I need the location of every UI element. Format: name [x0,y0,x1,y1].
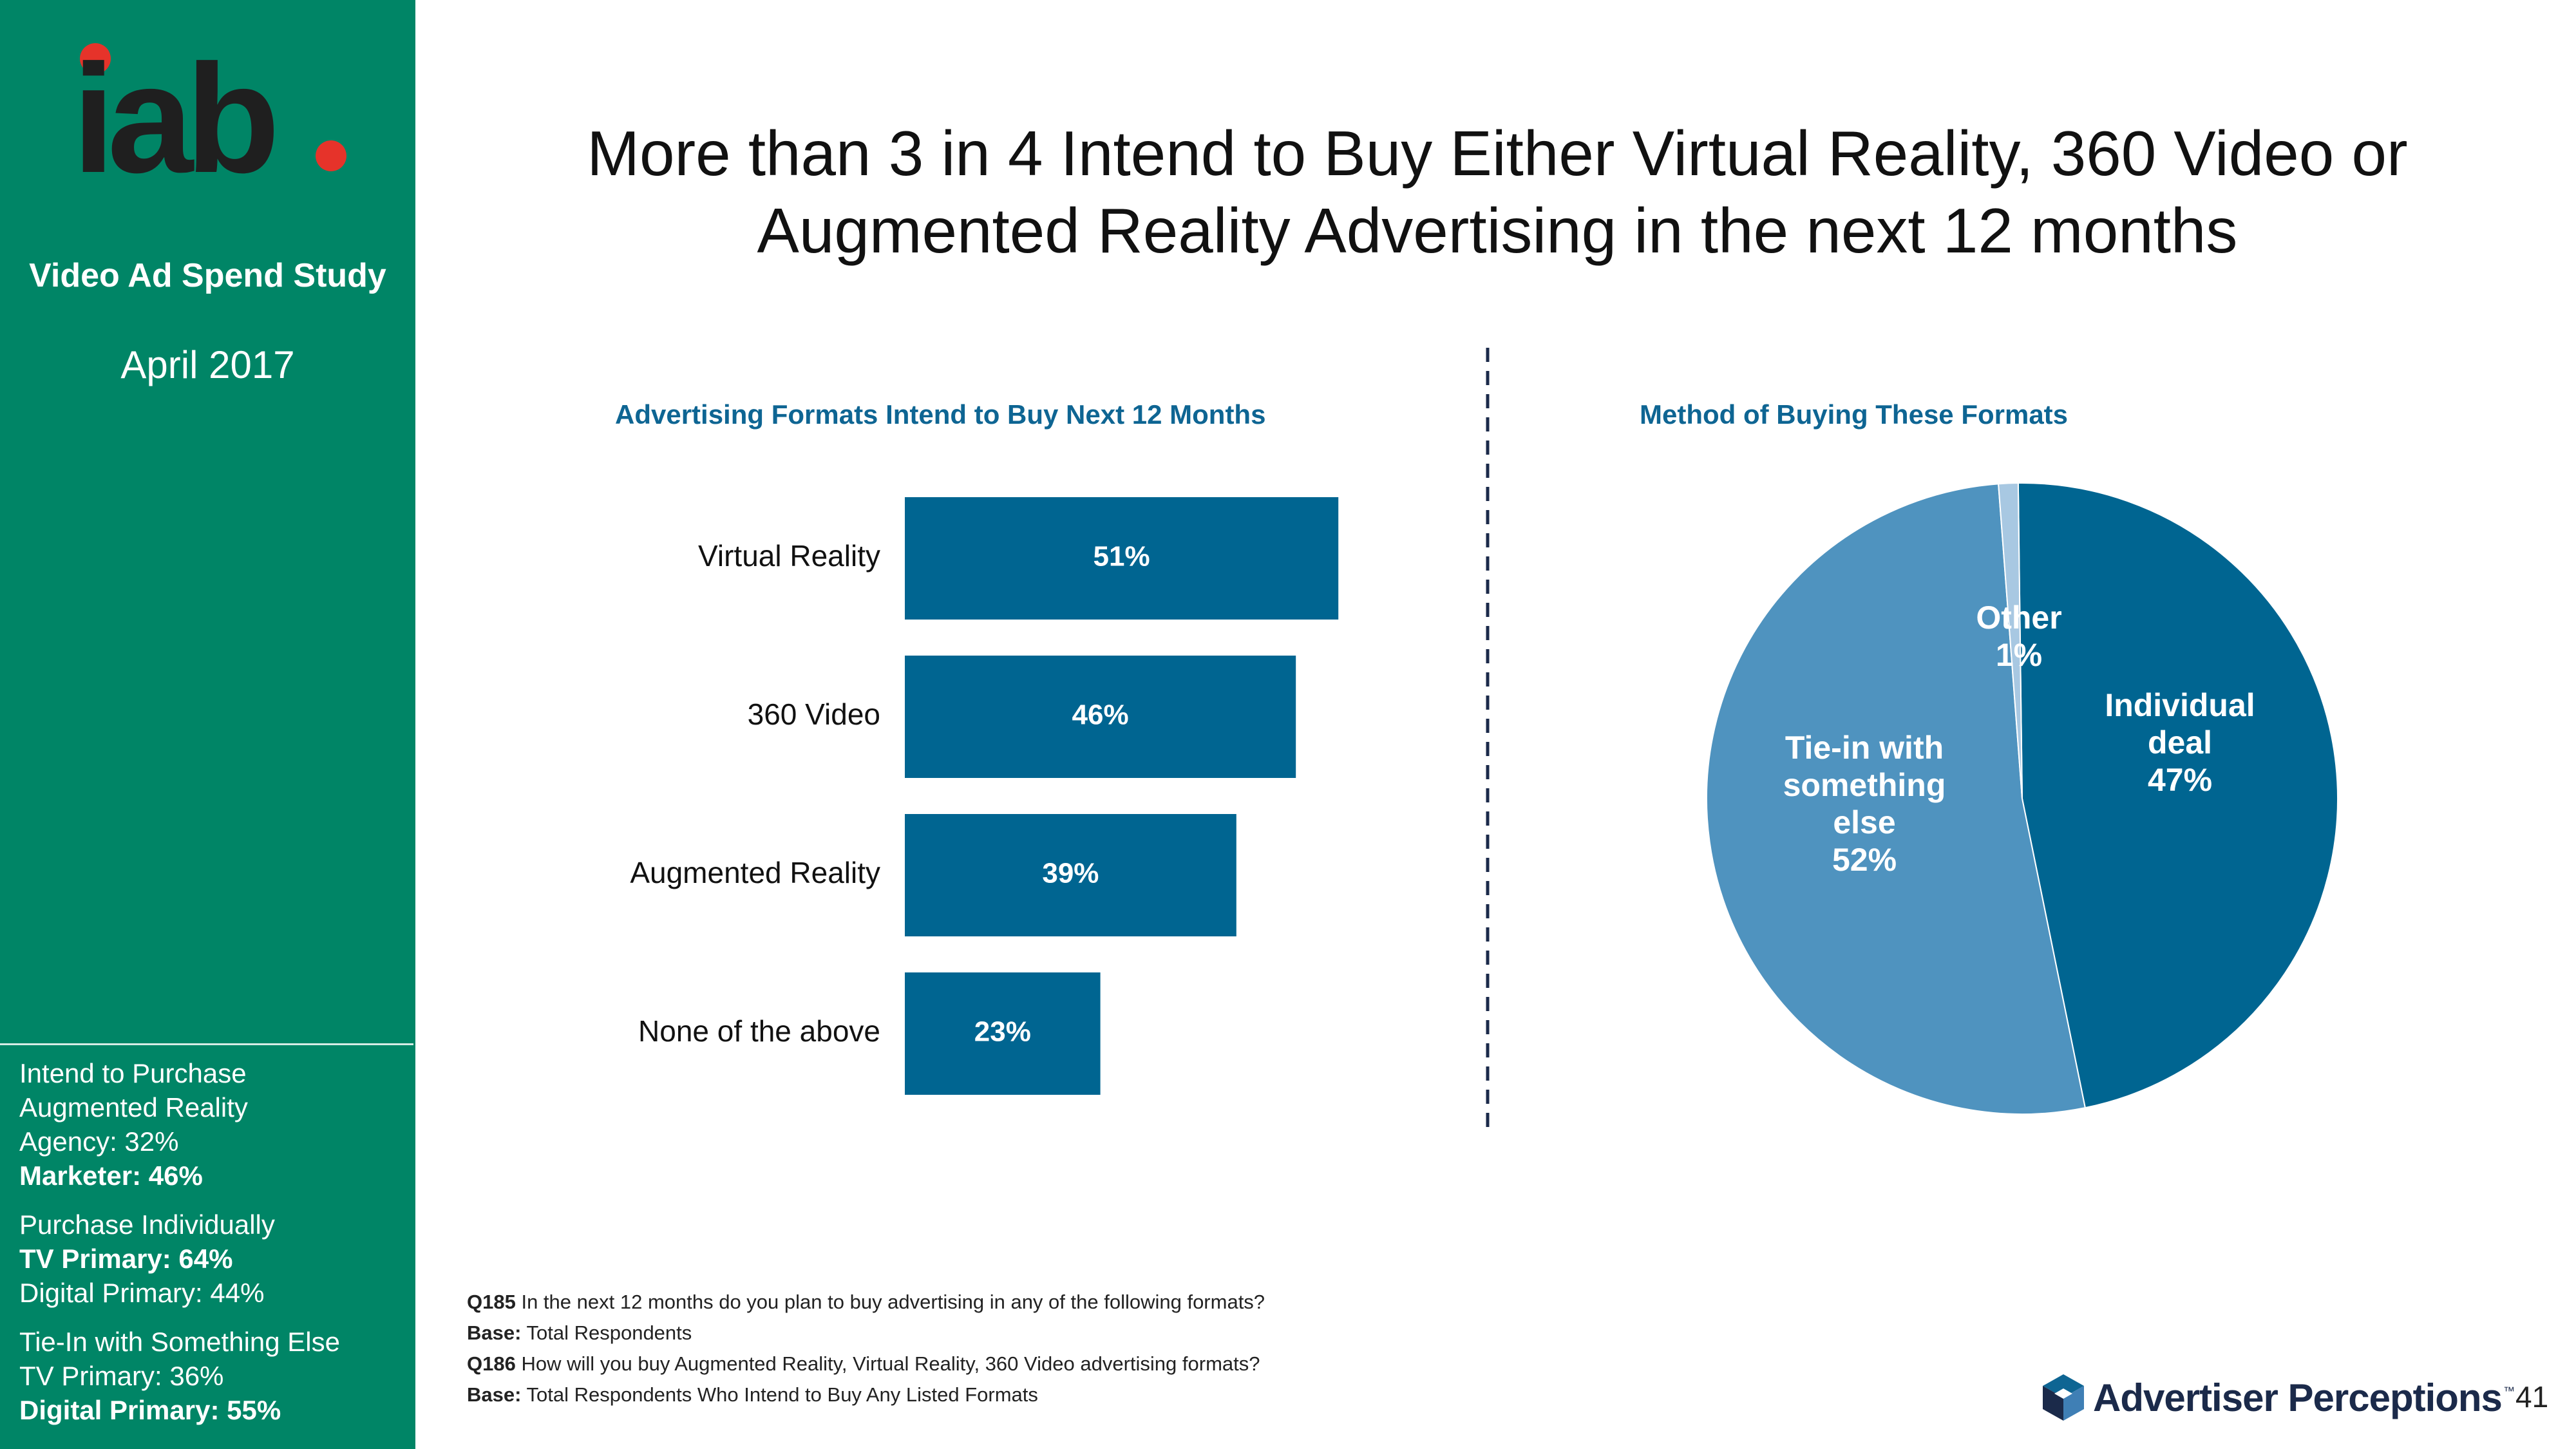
pie-slice-label: Other 1% [1976,600,2061,673]
footnote-code: Q185 [467,1291,516,1313]
bar-chart-title: Advertising Formats Intend to Buy Next 1… [615,399,1266,430]
footnote-text: Total Respondents Who Intend to Buy Any … [526,1383,1038,1406]
study-date: April 2017 [120,343,295,386]
stat-line: TV Primary: 64% [19,1244,233,1274]
title-line-1: More than 3 in 4 Intend to Buy Either Vi… [587,118,2408,189]
iab-logo: iab [72,40,346,188]
advertiser-perceptions-logo: Advertiser Perceptions ™ [2041,1372,2515,1423]
bar [905,972,1101,1095]
stat-line: Marketer: 46% [19,1160,203,1191]
sidebar-stat-block: Purchase Individually TV Primary: 64% Di… [19,1208,406,1310]
stat-line: Digital Primary: 44% [19,1278,265,1308]
bar-chart: Virtual Reality 51% 360 Video 46% Augmented … [630,497,1339,1095]
pie-slice [1706,483,2087,1115]
stat-line: Intend to Purchase [19,1058,247,1088]
footnote-code: Base: [467,1321,522,1344]
footnote-code: Q186 [467,1352,516,1375]
pie-slice-label: Tie-in with something else 52% [1783,730,1946,878]
bar [905,497,1339,620]
stat-line: Agency: 32% [19,1126,179,1157]
stat-line: Augmented Reality [19,1092,248,1122]
chart-divider [1486,348,1490,1133]
pie-slice [2017,482,2338,1109]
sidebar-divider [0,1043,413,1045]
bar-category-label: Augmented Reality [630,856,880,889]
sidebar-stat-block: Intend to Purchase Augmented Reality Age… [19,1056,406,1193]
stat-line: Tie-In with Something Else [19,1327,340,1357]
trademark-symbol: ™ [2503,1385,2515,1397]
bar [905,656,1296,778]
brand-name: Advertiser Perceptions [2093,1376,2503,1419]
footnote: Q185 In the next 12 months do you plan t… [467,1287,1265,1318]
footnote-text: How will you buy Augmented Reality, Virt… [521,1352,1260,1375]
logo-wordmark: iab [72,40,274,188]
footnote: Base: Total Respondents [467,1318,1265,1349]
pie-slice [1998,482,2023,799]
page-number: 41 [2515,1380,2549,1414]
pie-slice-label: Individual deal 47% [2105,687,2255,798]
footnotes: Q185 In the next 12 months do you plan t… [467,1287,1265,1410]
bar-category-label: Virtual Reality [698,539,880,573]
bar-value-label: 23% [974,1016,1031,1048]
pie-chart: Individual deal 47% Tie-in with something els… [1706,482,2338,1115]
sidebar: iab Video Ad Spend Study April 2017 Inte… [0,0,415,1449]
bar [905,814,1236,936]
bar-value-label: 46% [1072,699,1129,731]
pie-chart-title: Method of Buying These Formats [1640,399,2069,430]
bar-category-label: 360 Video [748,697,880,731]
footnote-text: In the next 12 months do you plan to buy… [521,1291,1265,1313]
footnote-code: Base: [467,1383,522,1406]
stat-line: TV Primary: 36% [19,1361,224,1391]
bar-value-label: 39% [1042,858,1099,889]
sidebar-stat-block: Tie-In with Something Else TV Primary: 3… [19,1325,406,1427]
footnote: Q186 How will you buy Augmented Reality,… [467,1349,1265,1379]
stat-line: Purchase Individually [19,1209,275,1240]
study-title: Video Ad Spend Study [29,257,386,294]
footnote-text: Total Respondents [526,1321,692,1344]
footnote: Base: Total Respondents Who Intend to Bu… [467,1379,1265,1410]
bar-category-label: None of the above [638,1014,880,1048]
bar-value-label: 51% [1094,541,1150,573]
title-line-2: Augmented Reality Advertising in the nex… [757,195,2238,266]
cube-icon [2043,1374,2084,1421]
stat-line: Digital Primary: 55% [19,1395,281,1425]
page-title: More than 3 in 4 Intend to Buy Either Vi… [451,115,2544,269]
